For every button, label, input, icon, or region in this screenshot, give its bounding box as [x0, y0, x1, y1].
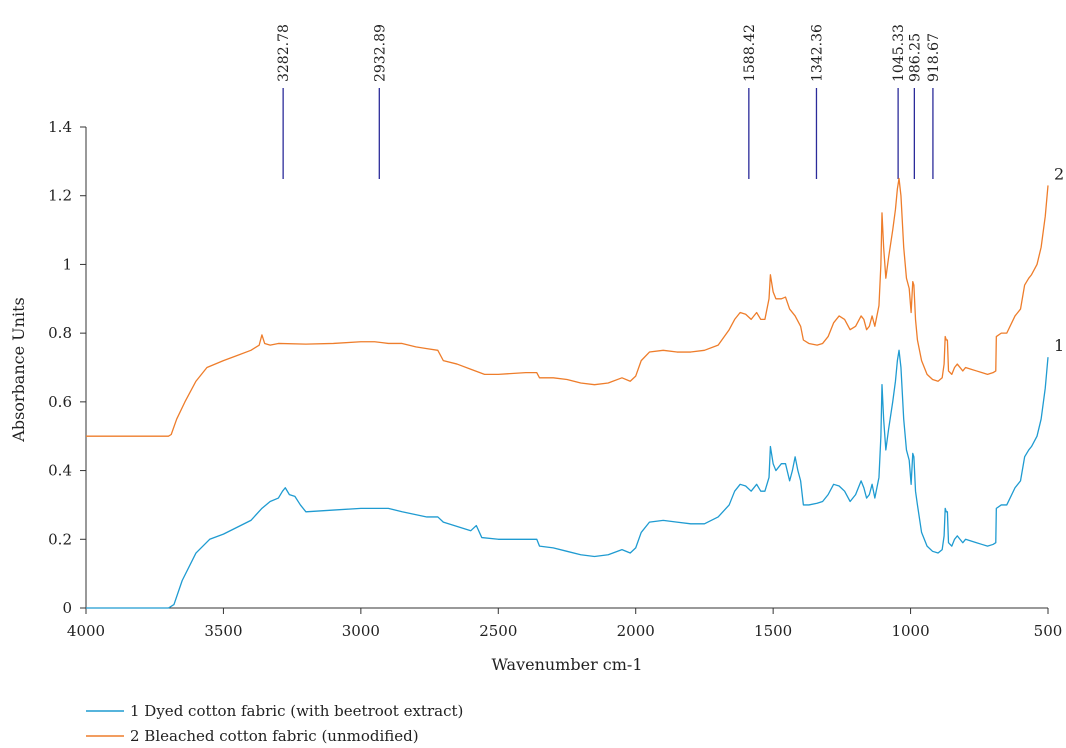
x-axis-title: Wavenumber cm-1 — [491, 655, 642, 674]
series-line-1 — [86, 349, 1049, 609]
peak-marker-label: 1588.42 — [742, 24, 758, 82]
x-tick-label: 3500 — [204, 622, 242, 640]
peak-marker-label: 918.67 — [926, 33, 942, 82]
peak-marker-label: 986.25 — [907, 33, 923, 82]
series: 12 — [86, 164, 1064, 609]
y-tick-label: 1 — [62, 255, 72, 273]
legend-entry-label: 2 Bleached cotton fabric (unmodified) — [130, 727, 419, 745]
x-tick-label: 3000 — [342, 622, 380, 640]
y-tick-label: 1.2 — [48, 187, 72, 205]
legend-entry-label: 1 Dyed cotton fabric (with beetroot extr… — [130, 702, 463, 720]
series-line-2 — [86, 177, 1049, 437]
x-tick-label: 1000 — [891, 622, 929, 640]
peak-marker-label: 2932.89 — [372, 24, 388, 82]
x-tick-label: 2000 — [617, 622, 655, 640]
legend: 1 Dyed cotton fabric (with beetroot extr… — [86, 702, 463, 745]
x-tick-label: 1500 — [754, 622, 792, 640]
y-tick-label: 1.4 — [48, 118, 72, 136]
y-tick-label: 0.6 — [48, 393, 72, 411]
y-tick-label: 0.4 — [48, 462, 72, 480]
y-axis-title: Absorbance Units — [9, 297, 28, 442]
x-tick-label: 2500 — [479, 622, 517, 640]
y-tick-label: 0.8 — [48, 324, 72, 342]
peak-marker-label: 1045.33 — [891, 24, 907, 82]
peak-markers: 3282.78 2932.89 1588.42 1342.36 1045.33 986.2… — [276, 24, 942, 179]
peak-marker-label: 1342.36 — [809, 24, 825, 82]
peak-marker-label: 3282.78 — [276, 24, 292, 82]
curve-label-1: 1 — [1054, 336, 1064, 355]
x-tick-label: 4000 — [67, 622, 105, 640]
y-tick-label: 0.2 — [48, 530, 72, 548]
axes: 4000 3500 3000 2500 2000 1500 1000 500 0 0.2 0.4 0.… — [48, 118, 1062, 640]
x-tick-label: 500 — [1034, 622, 1063, 640]
y-tick-label: 0 — [62, 599, 72, 617]
curve-label-2: 2 — [1054, 164, 1064, 183]
